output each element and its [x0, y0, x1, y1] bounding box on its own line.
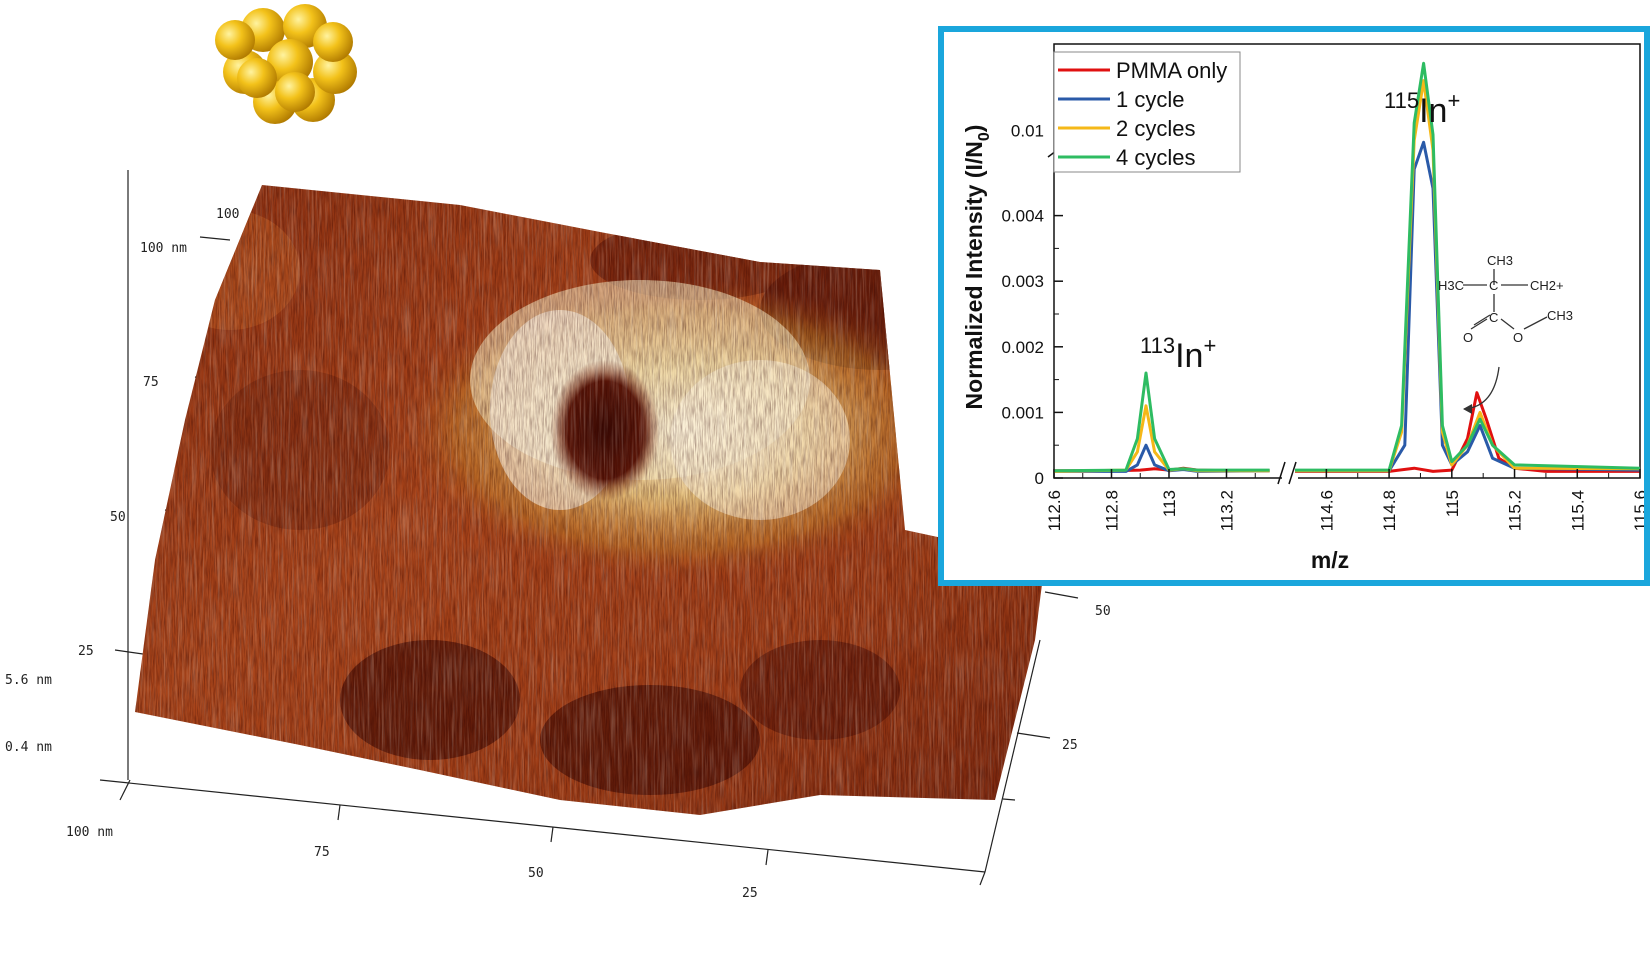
y-tick-label: 0.002: [1001, 338, 1044, 357]
afm-bottom-axis-label: 75: [314, 845, 330, 860]
legend-label: 2 cycles: [1116, 116, 1195, 141]
legend-label: PMMA only: [1116, 58, 1227, 83]
series-line: [1053, 61, 1641, 473]
peak-mass: 113: [1140, 333, 1175, 358]
legend-box: [1053, 51, 1241, 173]
x-tick-label: 115.2: [1506, 490, 1525, 531]
x-tick-label: 115: [1443, 490, 1462, 517]
peak-mass: 115: [1384, 88, 1419, 113]
afm-z-label: 0.4 nm: [5, 740, 52, 755]
molecule-atom-label: C: [1489, 310, 1498, 325]
y-tick-label: 0.003: [1001, 272, 1044, 291]
afm-topography: [135, 185, 1045, 815]
x-tick-label: 115.4: [1568, 490, 1587, 531]
afm-right-axis-label: 50: [1095, 604, 1111, 619]
molecule-atom-label: O: [1513, 330, 1523, 345]
gold-nanocluster-icon: [215, 4, 357, 124]
peak-label-115In: 115In+: [1384, 88, 1460, 130]
peak-element: In: [1419, 92, 1447, 130]
afm-bottom-axis-label: 50: [528, 866, 544, 881]
pmma-fragment-structure: [1463, 269, 1548, 414]
molecule-atom-label: CH2+: [1530, 278, 1564, 293]
afm-left-axis-label: 75: [143, 375, 159, 390]
x-axis-title: m/z: [1311, 547, 1349, 573]
gold-atom: [215, 4, 357, 124]
peak-charge: +: [1203, 333, 1216, 358]
y-tick-label: 0.004: [1001, 207, 1044, 226]
y-axis-title-close: ): [961, 125, 987, 133]
plot-area-border: [1053, 43, 1641, 479]
peak-label-113In: 113In+: [1140, 333, 1216, 375]
legend: PMMA only 1 cycle 2 cycles 4 cycles: [1053, 51, 1241, 173]
x-tick-label: 112.8: [1103, 490, 1122, 531]
x-tick-label: 115.6: [1631, 490, 1644, 531]
molecule-atom-label: CH3: [1487, 253, 1513, 268]
y-tick-label: 0.01: [1011, 122, 1044, 141]
x-break-mark: [1277, 461, 1286, 485]
legend-label: 1 cycle: [1116, 87, 1184, 112]
peak-charge: +: [1447, 88, 1460, 113]
molecule-atom-label: C: [1489, 278, 1498, 293]
afm-left-axis-label: 25: [78, 644, 94, 659]
y-tick-label: 0.001: [1001, 403, 1044, 422]
x-tick-label: 112.6: [1045, 490, 1064, 531]
y-axis-title-sub: 0: [976, 132, 993, 141]
peak-element: In: [1175, 337, 1203, 375]
afm-bottom-axis-label: 100 nm: [66, 825, 113, 840]
series-layer: [1053, 61, 1641, 473]
plot-frame: [1047, 43, 1641, 485]
molecule-atom-label: O: [1463, 330, 1473, 345]
afm-right-axis-label: 25: [1062, 738, 1078, 753]
x-break-mark: [1288, 461, 1297, 485]
y-axis-title: Normalized Intensity (I/N0): [961, 125, 993, 410]
afm-z-label: 5.6 nm: [5, 673, 52, 688]
x-tick-label: 113.2: [1218, 490, 1237, 531]
x-tick-label: 113: [1160, 490, 1179, 517]
legend-label: 4 cycles: [1116, 145, 1195, 170]
y-tick-label: 0: [1035, 469, 1044, 488]
afm-bottom-axis-label: 25: [742, 886, 758, 901]
molecule-atom-label: H3C: [1438, 278, 1464, 293]
y-axis-title-main: Normalized Intensity (I/N: [961, 141, 987, 409]
molecule-atom-label: CH3: [1547, 308, 1573, 323]
x-tick-label: 114.6: [1317, 490, 1336, 531]
x-tick-label: 114.8: [1380, 490, 1399, 531]
afm-left-top-label: 100: [216, 207, 240, 222]
afm-left-axis-label: 100 nm: [140, 241, 187, 256]
pmma-fragment-labels: CH3 H3C C CH2+ C O O CH3: [1438, 253, 1573, 345]
mass-spectrum-inset: 0 0.001 0.002 0.003 0.004 0.01 112.6 112.8 113 11…: [938, 26, 1650, 586]
afm-left-axis-label: 50: [110, 510, 126, 525]
